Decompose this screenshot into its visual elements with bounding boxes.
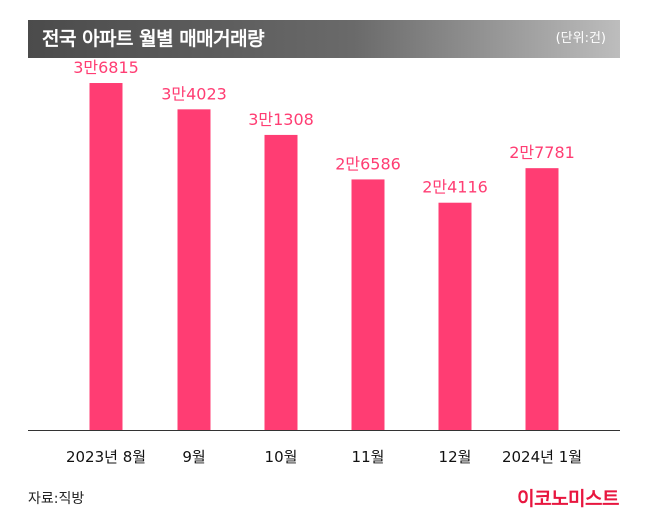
source-note: 자료:직방 [28,491,85,507]
category-label-5: 12월 [439,448,472,466]
bar-1 [89,83,123,431]
value-labels-group: 3만6815 3만4023 3만1308 2만6586 2만4116 2만7781 [73,58,575,197]
bar-3 [264,134,298,430]
bar-4 [351,179,385,430]
category-label-4: 11월 [352,448,385,466]
category-label-2: 9월 [182,448,205,466]
title-bar: 전국 아파트 월별 매매거래량 (단위:건) [28,20,620,58]
unit-label: (단위:건) [555,31,606,46]
category-label-6: 2024년 1월 [502,448,582,466]
bar-2 [177,109,211,430]
value-label-4: 2만6586 [335,154,401,173]
bar-6 [525,168,559,431]
chart-title: 전국 아파트 월별 매매거래량 [42,28,265,50]
value-label-3: 3만1308 [248,110,314,129]
category-labels-group: 2023년 8월 9월 10월 11월 12월 2024년 1월 [66,448,582,466]
value-label-5: 2만4116 [422,178,488,197]
bars-group [89,83,559,431]
value-label-6: 2만7781 [509,143,575,162]
publisher-logo: 이코노미스트 [517,488,619,510]
category-label-3: 10월 [265,448,298,466]
value-label-1: 3만6815 [73,58,139,77]
bar-5 [438,202,472,430]
category-label-1: 2023년 8월 [66,448,146,466]
value-label-2: 3만4023 [161,84,227,103]
